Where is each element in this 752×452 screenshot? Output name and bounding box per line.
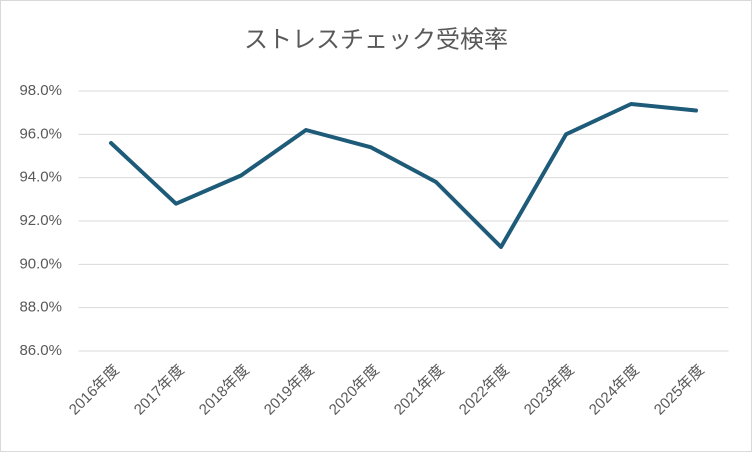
y-tick-label: 90.0% xyxy=(19,255,62,272)
y-tick-label: 94.0% xyxy=(19,169,62,186)
y-tick-label: 86.0% xyxy=(19,342,62,359)
chart-title: ストレスチェック受検率 xyxy=(244,26,508,53)
y-tick-label: 96.0% xyxy=(19,125,62,142)
y-tick-label: 88.0% xyxy=(19,299,62,316)
data-line xyxy=(109,102,698,249)
y-tick-label: 92.0% xyxy=(19,212,62,229)
y-tick-label: 98.0% xyxy=(19,82,62,99)
